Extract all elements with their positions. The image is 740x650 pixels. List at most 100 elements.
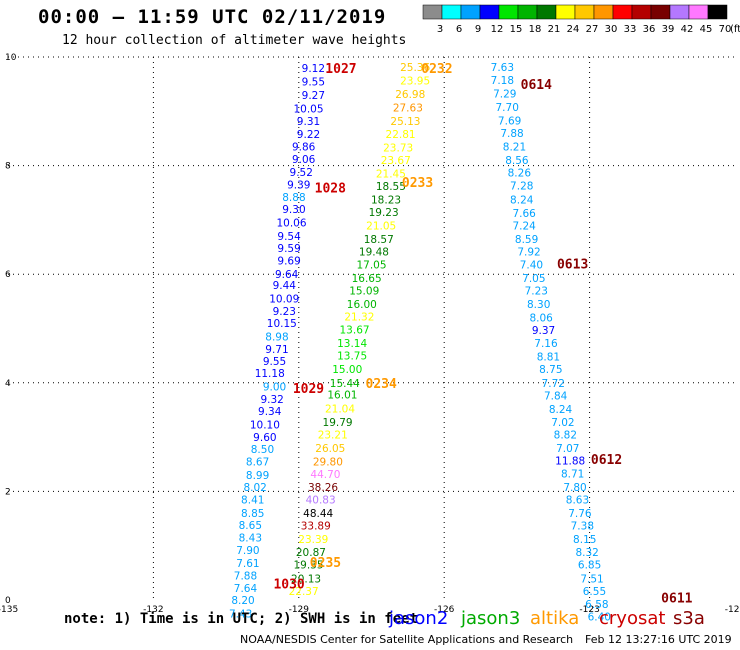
y-tick-label: 8 (5, 162, 11, 172)
data-point: 22.81 (386, 129, 416, 141)
data-point: 9.30 (282, 204, 305, 216)
data-point: 8.85 (241, 508, 264, 520)
data-point: 9.54 (277, 231, 301, 243)
data-point: 7.05 (522, 273, 545, 285)
data-point: 38.26 (308, 482, 338, 494)
data-point: 8.82 (554, 429, 577, 441)
data-point: 7.29 (493, 88, 516, 100)
data-point: 8.21 (503, 142, 526, 154)
data-point: 8.75 (539, 364, 562, 376)
data-point: 9.86 (292, 142, 316, 154)
legend-item: altika (530, 608, 580, 629)
data-point: 17.05 (356, 259, 386, 271)
colorbar-label: 27 (586, 24, 599, 35)
data-point: 7.64 (234, 583, 258, 595)
colorbar-swatch (669, 4, 690, 20)
data-point: 7.51 (580, 573, 603, 585)
x-tick-label: -132 (143, 605, 163, 615)
data-point: 9.44 (273, 280, 297, 292)
colorbar-label: 42 (681, 24, 694, 35)
colorbar-label: 9 (475, 24, 481, 35)
data-point: 7.88 (500, 128, 523, 140)
data-point: 7.07 (556, 443, 579, 455)
data-point: 13.14 (337, 338, 367, 350)
colorbar-swatch (650, 4, 671, 20)
data-point: 7.69 (498, 116, 521, 128)
data-point: 7.61 (236, 558, 259, 570)
data-point: 7.70 (496, 102, 519, 114)
data-point: 10.10 (250, 420, 280, 432)
data-point: 7.72 (542, 378, 565, 390)
data-point: 7.76 (568, 508, 592, 520)
colorbar-swatch (460, 4, 481, 20)
colorbar-label: 21 (548, 24, 561, 35)
data-point: 7.18 (491, 75, 514, 87)
data-point: 29.80 (313, 457, 343, 469)
data-point: 9.39 (287, 180, 310, 192)
y-tick-label: 10 (5, 53, 17, 63)
data-point: 9.27 (302, 90, 325, 102)
time-label: 0612 (591, 453, 622, 468)
colorbar-label: 30 (605, 24, 618, 35)
data-point: 33.89 (301, 521, 331, 533)
data-point: 15.00 (332, 364, 362, 376)
colorbar-swatch (555, 4, 576, 20)
legend-item: s3a (673, 608, 705, 629)
legend-item: cryosat (599, 608, 666, 629)
x-tick-label: -135 (0, 605, 18, 615)
time-label: 1030 (273, 578, 304, 593)
data-point: 7.88 (234, 571, 257, 583)
data-point: 26.05 (315, 443, 345, 455)
time-label: 0614 (521, 78, 552, 93)
data-point: 6.55 (583, 586, 606, 598)
time-label: 0613 (557, 257, 588, 272)
data-point: 8.71 (561, 468, 584, 480)
time-label: 0233 (402, 176, 433, 191)
data-point: 8.98 (265, 332, 288, 344)
colorbar-label: 6 (456, 24, 462, 35)
colorbar-swatch (688, 4, 709, 20)
x-tick-label: -126 (434, 605, 455, 615)
colorbar-swatch (536, 4, 557, 20)
colorbar-swatch (498, 4, 519, 20)
data-point: 9.31 (297, 116, 320, 128)
data-point: 23.39 (298, 534, 328, 546)
data-point: 16.65 (352, 273, 382, 285)
time-label: 1029 (293, 382, 324, 397)
colorbar-swatch (631, 4, 652, 20)
data-point: 21.05 (366, 220, 396, 232)
data-point: 20.13 (291, 573, 321, 585)
data-point: 10.05 (293, 104, 323, 116)
y-tick-label: 2 (5, 487, 11, 497)
data-point: 8.67 (246, 457, 269, 469)
data-point: 19.79 (323, 417, 353, 429)
data-point: 9.12 (302, 63, 325, 75)
data-point: 8.26 (508, 168, 532, 180)
time-label: 1028 (315, 181, 346, 196)
data-point: 8.30 (527, 299, 550, 311)
colorbar-swatch (517, 4, 538, 20)
data-point: 9.60 (253, 432, 276, 444)
legend-item: jason3 (461, 608, 521, 629)
data-point: 6.85 (578, 560, 601, 572)
data-point: 9.34 (258, 406, 282, 418)
data-point: 7.24 (512, 220, 536, 232)
data-point: 22.37 (289, 586, 319, 598)
data-point: 7.63 (491, 62, 514, 74)
data-point: 8.41 (241, 495, 264, 507)
data-point: 6.40 (588, 611, 611, 623)
colorbar-label: 12 (491, 24, 504, 35)
data-point: 23.95 (400, 75, 430, 87)
data-point: 9.55 (302, 76, 325, 88)
data-point: 40.83 (306, 495, 336, 507)
data-point: 9.64 (275, 269, 299, 281)
data-point: 8.65 (239, 520, 262, 532)
y-tick-label: 6 (5, 270, 11, 280)
colorbar-label: 24 (567, 24, 580, 35)
data-point: 7.23 (525, 285, 548, 297)
data-point: 8.59 (515, 234, 538, 246)
colorbar-swatch (707, 4, 728, 20)
footer-note: note: 1) Time is in UTC; 2) SWH is in fe… (64, 611, 419, 627)
data-point: 8.88 (282, 192, 305, 204)
data-point: 23.67 (381, 155, 411, 167)
